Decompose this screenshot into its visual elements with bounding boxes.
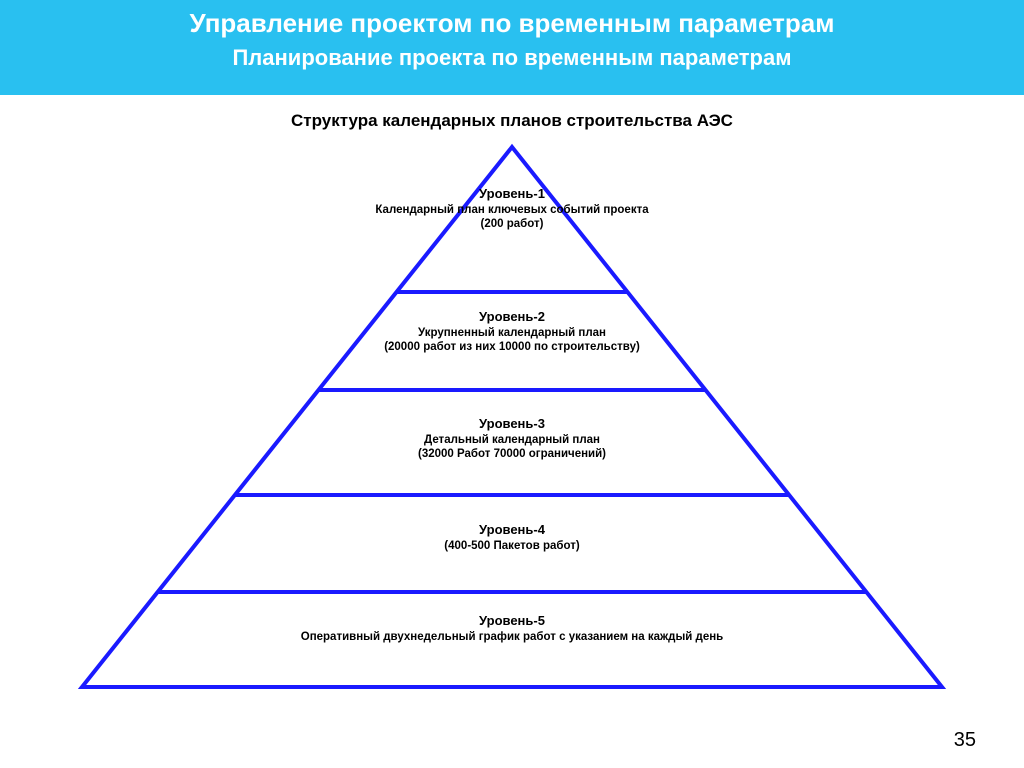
main-title: Управление проектом по временным парамет… xyxy=(0,8,1024,39)
pyramid-diagram: Уровень-1 Календарный план ключевых событ… xyxy=(0,137,1024,697)
chart-title: Структура календарных планов строительст… xyxy=(0,111,1024,131)
pyramid-level-desc: Календарный план ключевых событий проект… xyxy=(0,203,1024,232)
pyramid-level-2: Уровень-2 Укрупненный календарный план(20… xyxy=(0,309,1024,355)
sub-title: Планирование проекта по временным параме… xyxy=(0,45,1024,71)
pyramid-level-desc: Оперативный двухнедельный график работ с… xyxy=(0,630,1024,644)
page-number: 35 xyxy=(954,729,976,752)
slide-header: Управление проектом по временным парамет… xyxy=(0,0,1024,95)
pyramid-level-title: Уровень-4 xyxy=(0,522,1024,537)
pyramid-level-5: Уровень-5 Оперативный двухнедельный графи… xyxy=(0,613,1024,644)
pyramid-level-desc: Укрупненный календарный план(20000 работ… xyxy=(0,326,1024,355)
pyramid-level-title: Уровень-5 xyxy=(0,613,1024,628)
pyramid-level-4: Уровень-4 (400-500 Пакетов работ) xyxy=(0,522,1024,553)
pyramid-level-title: Уровень-1 xyxy=(0,186,1024,201)
pyramid-level-desc: (400-500 Пакетов работ) xyxy=(0,539,1024,553)
pyramid-level-1: Уровень-1 Календарный план ключевых событ… xyxy=(0,186,1024,232)
pyramid-level-3: Уровень-3 Детальный календарный план(3200… xyxy=(0,416,1024,462)
pyramid-level-desc: Детальный календарный план(32000 Работ 7… xyxy=(0,433,1024,462)
pyramid-level-title: Уровень-2 xyxy=(0,309,1024,324)
pyramid-level-title: Уровень-3 xyxy=(0,416,1024,431)
